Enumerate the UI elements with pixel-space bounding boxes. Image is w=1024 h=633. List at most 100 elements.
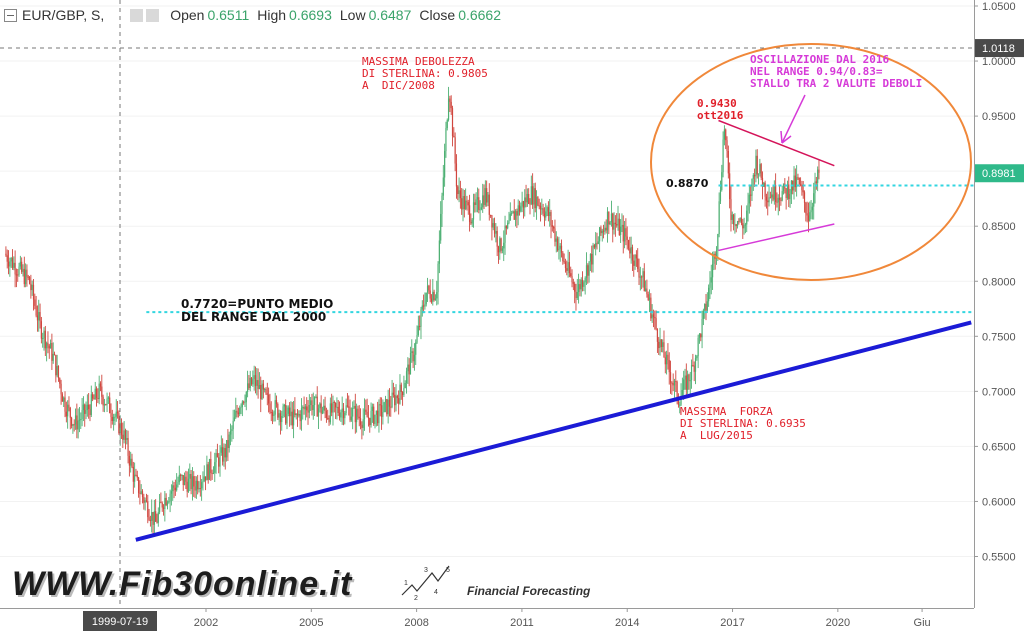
candle-body xyxy=(505,225,507,229)
candle-body xyxy=(610,213,613,223)
candle-body xyxy=(775,185,777,202)
candle-body xyxy=(471,219,473,224)
candle-body xyxy=(508,220,510,223)
candle-body xyxy=(499,238,501,253)
candle-body xyxy=(517,205,519,216)
candle-body xyxy=(126,437,128,440)
candle-body xyxy=(252,379,254,385)
candle-body xyxy=(600,227,602,234)
candle-body xyxy=(663,342,665,358)
candle-body xyxy=(595,243,597,248)
candle-body xyxy=(424,304,426,307)
candle-body xyxy=(541,208,543,210)
candle-body xyxy=(650,297,652,319)
candle-body xyxy=(768,197,770,203)
candle-body xyxy=(617,218,619,226)
candle-body xyxy=(405,371,408,383)
candle-body xyxy=(444,151,446,178)
candle-body xyxy=(316,396,318,417)
candle-body xyxy=(701,318,703,338)
candle-body xyxy=(584,277,586,283)
candle-body xyxy=(313,396,316,406)
candle-body xyxy=(597,241,599,244)
candle-body xyxy=(101,386,103,397)
candle-body xyxy=(361,424,363,428)
candle-body xyxy=(496,231,498,247)
candle-body xyxy=(790,180,792,194)
candle-body xyxy=(204,476,207,481)
candle-body xyxy=(535,196,538,209)
candle-body xyxy=(27,276,29,278)
candle-body xyxy=(672,383,674,386)
candle-body xyxy=(581,279,584,287)
candle-body xyxy=(566,268,568,271)
candle-body xyxy=(518,205,521,212)
candle-body xyxy=(633,260,635,266)
candle-body xyxy=(489,214,492,216)
candle-body xyxy=(223,447,225,462)
candle-body xyxy=(278,413,280,418)
candle-body xyxy=(11,257,14,268)
candle-body xyxy=(199,487,201,489)
candle-body xyxy=(291,411,293,426)
candle-body xyxy=(303,407,305,410)
collapse-icon[interactable] xyxy=(4,8,17,22)
candle-body xyxy=(358,416,360,419)
candle-body xyxy=(331,403,333,413)
candle-body xyxy=(144,500,146,503)
open-value: 0.6511 xyxy=(207,7,250,23)
candle-body xyxy=(290,411,292,417)
candle-body xyxy=(604,227,606,232)
eye-icon[interactable] xyxy=(130,8,144,22)
candle-body xyxy=(345,405,347,413)
y-tick-label: 1.0500 xyxy=(982,1,1016,13)
candle-body xyxy=(165,497,167,506)
candle-body xyxy=(80,419,82,421)
candle-body xyxy=(732,214,735,225)
candle-body xyxy=(710,277,712,283)
candle-body xyxy=(307,410,309,413)
candle-body xyxy=(441,195,443,214)
candle-body xyxy=(170,491,173,494)
candle-body xyxy=(407,364,409,372)
candle-body xyxy=(516,211,518,216)
candle-body xyxy=(92,394,94,399)
candle-body xyxy=(648,297,651,301)
candle-body xyxy=(666,354,668,365)
candle-body xyxy=(233,417,236,421)
y-tick-label: 0.8500 xyxy=(982,221,1016,233)
candle-body xyxy=(404,382,406,389)
candle-body xyxy=(168,501,170,503)
candle-body xyxy=(312,405,314,411)
candle-body xyxy=(659,339,661,349)
candle-body xyxy=(49,343,52,349)
candle-body xyxy=(157,512,159,523)
settings-icon[interactable] xyxy=(146,8,160,22)
candle-body xyxy=(148,517,150,520)
candle-body xyxy=(300,408,303,422)
candle-body xyxy=(731,214,733,220)
candle-body xyxy=(256,380,258,386)
candle-body xyxy=(757,173,760,175)
candle-body xyxy=(310,400,312,406)
y-tick-label: 0.7500 xyxy=(982,331,1016,343)
candle-body xyxy=(398,398,400,404)
candle-body xyxy=(10,257,12,262)
candle-body xyxy=(501,248,504,251)
y-tick-label: 0.5500 xyxy=(982,552,1016,564)
candle-body xyxy=(273,414,275,416)
candle-body xyxy=(194,486,196,491)
candle-body xyxy=(145,500,148,502)
candle-body xyxy=(292,409,295,426)
candle-body xyxy=(631,247,634,261)
candle-body xyxy=(201,482,203,489)
candle-body xyxy=(785,188,787,198)
candle-body xyxy=(210,459,212,473)
candle-body xyxy=(781,191,783,201)
candle-body xyxy=(763,182,765,187)
candle-body xyxy=(296,413,299,416)
candle-body xyxy=(214,462,216,473)
candle-body xyxy=(120,423,123,435)
x-tick-label: 2011 xyxy=(510,617,534,629)
